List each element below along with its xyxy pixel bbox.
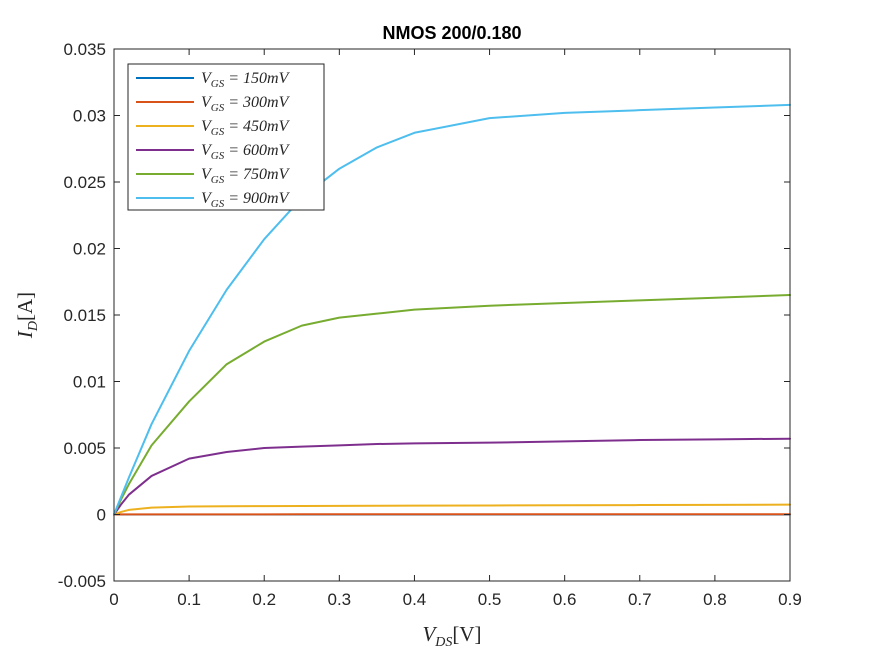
legend-label-sub: GS	[211, 150, 225, 162]
legend-label-rest: = 450mV	[224, 118, 290, 135]
legend-label-sub: GS	[211, 78, 225, 90]
x-tick-label: 0.7	[628, 590, 652, 609]
x-tick-label: 0.6	[553, 590, 577, 609]
x-tick-label: 0.2	[252, 590, 276, 609]
y-tick-label: 0.005	[63, 439, 106, 458]
x-tick-label: 0.1	[177, 590, 201, 609]
legend-label-main: V	[201, 166, 213, 183]
series-line-3	[113, 503, 791, 516]
legend-label-2: VGS = 300mV	[201, 94, 291, 114]
y-axis-label-main: I	[13, 330, 37, 339]
x-tick-label: 0.5	[478, 590, 502, 609]
legend-label-4: VGS = 600mV	[201, 142, 291, 162]
legend-label-rest: = 600mV	[224, 142, 290, 159]
x-tick-label: 0.8	[703, 590, 727, 609]
y-axis: -0.005 0 0.005 0.01 0.015 0.02 0.025 0.03 0.035	[58, 40, 790, 591]
chart-title: NMOS 200/0.180	[382, 23, 521, 43]
y-tick-label: 0.035	[63, 40, 106, 59]
legend-label-sub: GS	[211, 174, 225, 186]
x-tick-label: 0.9	[778, 590, 802, 609]
y-tick-label: 0.02	[73, 240, 106, 259]
legend-label-sub: GS	[211, 198, 225, 210]
legend-label-main: V	[201, 142, 213, 159]
legend-box	[127, 63, 325, 211]
y-tick-label: 0.03	[73, 107, 106, 126]
x-axis-label-main: V	[422, 622, 437, 646]
legend-label-rest: = 750mV	[224, 166, 290, 183]
legend-label-main: V	[201, 94, 213, 111]
y-axis-label-unit: [A]	[13, 292, 37, 321]
legend-label-rest: = 150mV	[224, 70, 290, 87]
legend-label-sub: GS	[211, 126, 225, 138]
x-tick-label: 0.4	[403, 590, 427, 609]
y-tick-label: 0.01	[73, 373, 106, 392]
x-axis: 0 0.1 0.2 0.3 0.4 0.5 0.6 0.7 0.8 0.9	[109, 49, 802, 609]
y-tick-label: 0.025	[63, 173, 106, 192]
y-axis-label: ID[A]	[13, 292, 41, 339]
y-tick-label: -0.005	[58, 572, 106, 591]
legend-label-rest: = 300mV	[224, 94, 290, 111]
legend-label-1: VGS = 150mV	[201, 70, 291, 90]
x-axis-label: VDS[V]	[422, 622, 481, 650]
x-tick-label: 0.3	[328, 590, 352, 609]
legend-label-3: VGS = 450mV	[201, 118, 291, 138]
series-line-4	[113, 437, 791, 516]
legend-label-sub: GS	[211, 102, 225, 114]
legend-label-main: V	[201, 70, 213, 87]
legend-label-5: VGS = 750mV	[201, 166, 291, 186]
x-tick-label: 0	[109, 590, 118, 609]
y-tick-label: 0.015	[63, 306, 106, 325]
legend-label-main: V	[201, 190, 213, 207]
legend-label-6: VGS = 900mV	[201, 190, 291, 210]
series-line-5	[113, 294, 791, 516]
legend-label-main: V	[201, 118, 213, 135]
legend-label-rest: = 900mV	[224, 190, 290, 207]
x-axis-label-sub: DS	[434, 635, 452, 650]
y-axis-label-sub: D	[26, 321, 41, 332]
y-tick-label: 0	[97, 506, 106, 525]
x-axis-label-unit: [V]	[452, 622, 481, 646]
